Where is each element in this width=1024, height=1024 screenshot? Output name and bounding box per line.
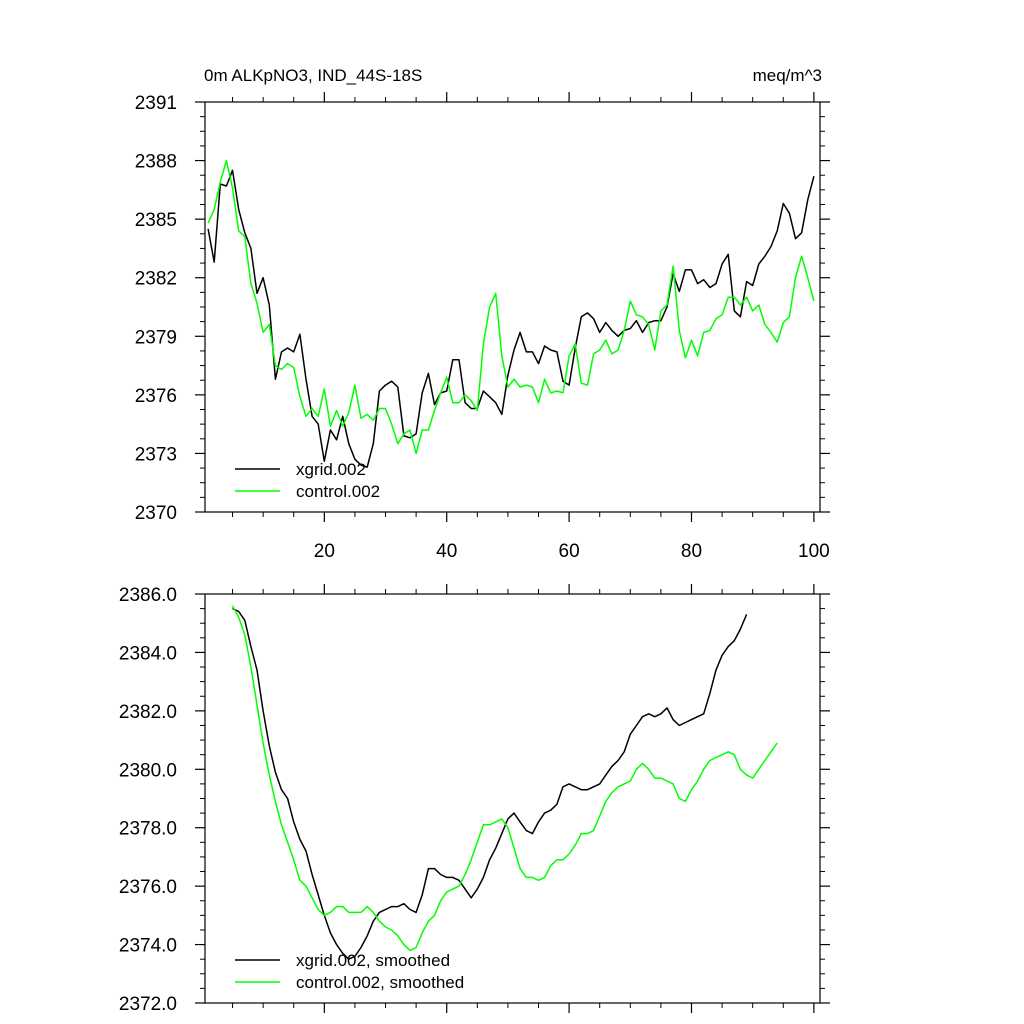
x-tick-label: 60 bbox=[559, 541, 580, 562]
x-tick-label: 20 bbox=[314, 541, 335, 562]
top-panel-title: 0m ALKpNO3, IND_44S-18S bbox=[204, 66, 422, 85]
y-tick-label: 2386.0 bbox=[119, 585, 177, 606]
x-tick-label: 100 bbox=[798, 541, 830, 562]
y-tick-label: 2391 bbox=[135, 93, 177, 114]
series-line-control bbox=[207, 159, 815, 455]
plot-frame bbox=[204, 593, 821, 1004]
y-tick-label: 2388 bbox=[135, 152, 177, 173]
y-tick-label: 2382 bbox=[135, 269, 177, 290]
series-line-control bbox=[231, 605, 778, 952]
bottom-panel: 2372.0 2374.0 2376.0 2378.0 2380.0 2382.0 2384… bbox=[119, 584, 830, 1015]
y-tick-label: 2378.0 bbox=[119, 819, 177, 840]
y-tick-label: 2380.0 bbox=[119, 760, 177, 781]
x-tick-label: 80 bbox=[681, 541, 702, 562]
legend-label: control.002 bbox=[296, 482, 380, 501]
top-panel-units: meq/m^3 bbox=[753, 66, 822, 85]
legend-label: control.002, smoothed bbox=[296, 973, 464, 992]
top-panel: 0m ALKpNO3, IND_44S-18S meq/m^3 20 40 60 80… bbox=[135, 66, 830, 562]
y-tick-label: 2376 bbox=[135, 386, 177, 407]
y-tick-label: 2370 bbox=[135, 503, 177, 524]
x-tick-label: 40 bbox=[436, 541, 457, 562]
y-tick-label: 2376.0 bbox=[119, 877, 177, 898]
y-tick-label: 2379 bbox=[135, 327, 177, 348]
y-tick-label: 2384.0 bbox=[119, 643, 177, 664]
series-line-xgrid bbox=[232, 607, 748, 960]
series-line-xgrid bbox=[207, 169, 815, 468]
y-tick-label: 2374.0 bbox=[119, 936, 177, 957]
y-tick-label: 2373 bbox=[135, 444, 177, 465]
legend-label: xgrid.002 bbox=[296, 460, 366, 479]
y-tick-label: 2372.0 bbox=[119, 994, 177, 1015]
plot-frame bbox=[204, 101, 821, 513]
y-tick-label: 2382.0 bbox=[119, 702, 177, 723]
y-tick-label: 2385 bbox=[135, 210, 177, 231]
legend-label: xgrid.002, smoothed bbox=[296, 951, 450, 970]
